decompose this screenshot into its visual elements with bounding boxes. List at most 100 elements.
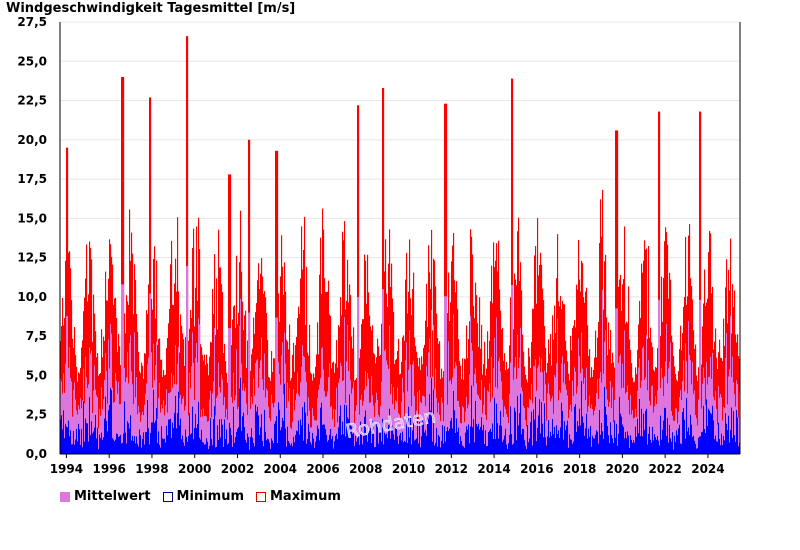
bar-minimum xyxy=(611,434,613,454)
bar-mittelwert xyxy=(549,394,551,454)
bar-minimum xyxy=(479,429,481,454)
bar-maximum xyxy=(131,232,133,454)
bar-minimum xyxy=(425,430,427,454)
bar-minimum xyxy=(289,443,291,454)
bar-minimum xyxy=(682,411,684,454)
bar-minimum xyxy=(644,429,646,454)
bar-minimum xyxy=(686,397,688,454)
bar-mittelwert xyxy=(378,414,380,454)
bar-mittelwert xyxy=(424,396,426,454)
bar-minimum xyxy=(653,440,655,454)
bar-maximum xyxy=(62,297,64,454)
bar-minimum xyxy=(597,431,599,454)
bar-minimum xyxy=(370,428,372,454)
bar-mittelwert xyxy=(618,362,620,454)
bar-minimum xyxy=(76,428,78,454)
bar-mittelwert xyxy=(131,371,133,454)
bar-maximum xyxy=(673,356,675,454)
bar-mittelwert xyxy=(657,390,659,454)
bar-mittelwert xyxy=(229,328,231,454)
bar-minimum xyxy=(607,425,609,454)
bar-mittelwert xyxy=(245,387,247,454)
bar-minimum xyxy=(568,447,570,454)
bar-minimum xyxy=(671,441,673,454)
bar-maximum xyxy=(277,150,279,454)
bar-mittelwert xyxy=(151,352,153,454)
bar-mittelwert xyxy=(528,407,530,454)
bar-minimum xyxy=(175,395,177,454)
bar-minimum xyxy=(384,432,386,454)
bar-mittelwert xyxy=(120,404,122,454)
bar-mittelwert xyxy=(322,347,324,454)
bar-mittelwert xyxy=(397,387,399,454)
bar-maximum xyxy=(636,374,638,454)
bar-mittelwert xyxy=(386,360,388,454)
bar-minimum xyxy=(103,437,105,454)
bar-minimum xyxy=(320,407,322,454)
bar-mittelwert xyxy=(368,378,370,454)
bar-maximum xyxy=(722,361,724,454)
bar-minimum xyxy=(451,418,453,454)
bar-maximum xyxy=(158,339,160,454)
bar-mittelwert xyxy=(173,375,175,454)
bar-minimum xyxy=(180,418,182,454)
bar-minimum xyxy=(639,398,641,454)
bar-minimum xyxy=(156,407,158,454)
bar-minimum xyxy=(538,415,540,454)
bar-maximum xyxy=(523,351,525,454)
bar-maximum xyxy=(628,286,630,454)
bar-maximum xyxy=(677,381,679,454)
bar-mittelwert xyxy=(155,365,157,454)
bar-minimum xyxy=(453,391,455,454)
bar-mittelwert xyxy=(292,422,294,454)
bar-minimum xyxy=(494,397,496,454)
bar-minimum xyxy=(226,429,228,454)
bar-mittelwert xyxy=(520,327,522,454)
bar-mittelwert xyxy=(538,365,540,454)
bar-maximum xyxy=(307,352,309,454)
bar-mittelwert xyxy=(562,356,564,454)
bar-maximum xyxy=(299,314,301,454)
bar-minimum xyxy=(661,439,663,454)
bar-maximum xyxy=(114,298,116,454)
bar-minimum xyxy=(569,434,571,454)
bar-minimum xyxy=(172,422,174,454)
bar-minimum xyxy=(69,436,71,454)
bar-maximum xyxy=(393,311,395,454)
bar-mittelwert xyxy=(121,284,123,454)
bar-minimum xyxy=(563,439,565,454)
bar-minimum xyxy=(576,431,578,454)
bar-minimum xyxy=(113,439,115,454)
bar-mittelwert xyxy=(443,421,445,454)
bar-mittelwert xyxy=(248,312,250,454)
bar-minimum xyxy=(622,424,624,454)
bar-mittelwert xyxy=(653,412,655,454)
bar-minimum xyxy=(463,446,465,454)
bar-mittelwert xyxy=(69,347,71,454)
bar-mittelwert xyxy=(90,353,92,454)
bar-maximum xyxy=(350,295,352,454)
bar-minimum xyxy=(527,425,529,454)
bar-minimum xyxy=(298,420,300,454)
bar-mittelwert xyxy=(638,367,640,454)
bar-maximum xyxy=(154,246,156,454)
bar-minimum xyxy=(333,448,335,454)
bar-maximum xyxy=(710,233,712,454)
x-tick-label: 1998 xyxy=(135,462,168,476)
bar-mittelwert xyxy=(132,384,134,454)
bar-minimum xyxy=(323,424,325,454)
bar-mittelwert xyxy=(313,415,315,454)
bar-minimum xyxy=(241,430,243,454)
bar-mittelwert xyxy=(572,380,574,454)
legend-item-mittelwert: Mittelwert xyxy=(60,489,151,504)
bar-mittelwert xyxy=(433,324,435,454)
bar-maximum xyxy=(150,97,152,455)
bar-mittelwert xyxy=(260,360,262,454)
bar-maximum xyxy=(322,208,324,454)
bar-minimum xyxy=(650,439,652,454)
y-tick-label: 25,0 xyxy=(17,54,47,68)
bar-maximum xyxy=(650,327,652,454)
bar-minimum xyxy=(505,428,507,454)
bar-maximum xyxy=(583,297,585,454)
bar-minimum xyxy=(304,402,306,454)
